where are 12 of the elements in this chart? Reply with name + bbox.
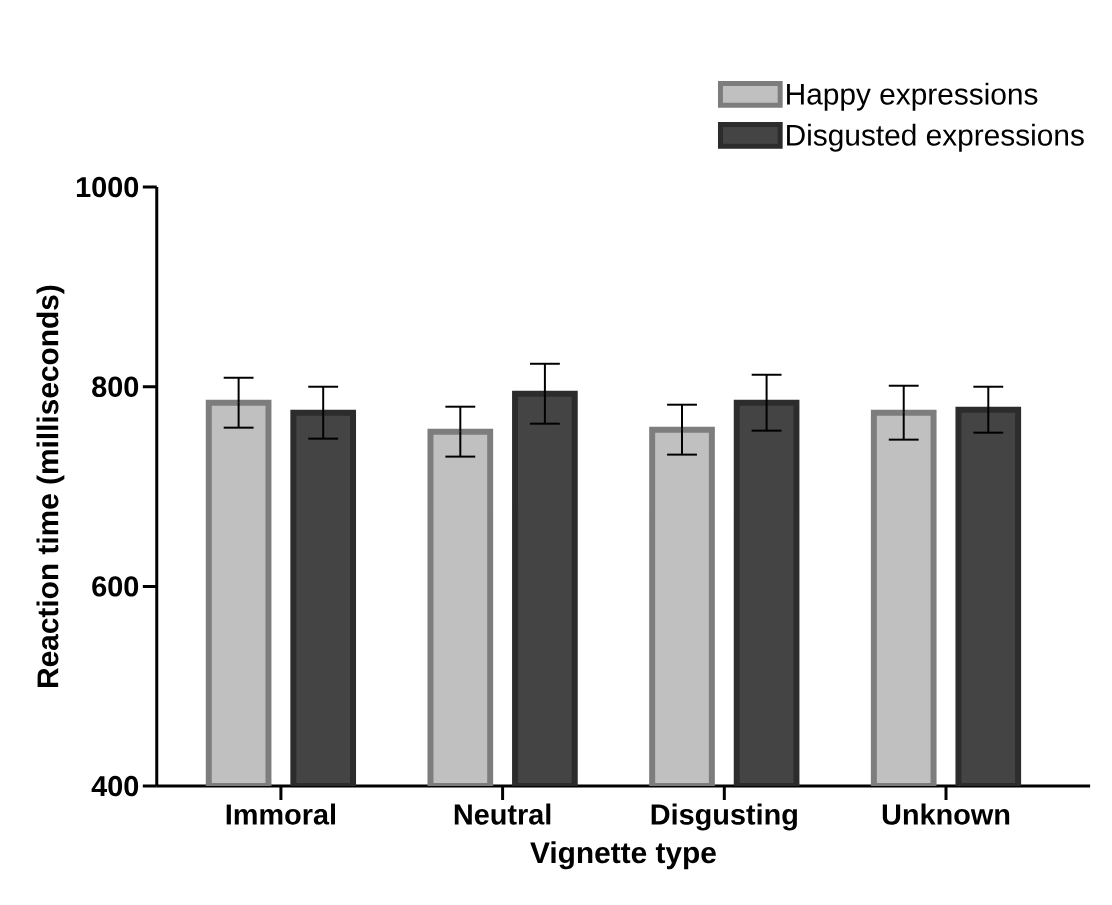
y-axis-title: Reaction time (milliseconds) (36, 285, 65, 687)
x-tick-label: Immoral (226, 803, 335, 825)
x-axis-title: Vignette type (530, 841, 716, 870)
y-tick-label: 1000 (76, 176, 139, 198)
legend-label: Happy expressions (787, 82, 1038, 111)
y-tick-label: 600 (92, 575, 139, 597)
x-tick-label: Neutral (454, 803, 551, 825)
y-tick-label: 800 (92, 376, 139, 397)
x-tick-label: Disgusting (651, 803, 797, 831)
legend-label: Disgusted expressions (787, 123, 1084, 152)
x-tick-label: Unknown (882, 803, 1010, 825)
y-tick-label: 400 (91, 775, 139, 797)
